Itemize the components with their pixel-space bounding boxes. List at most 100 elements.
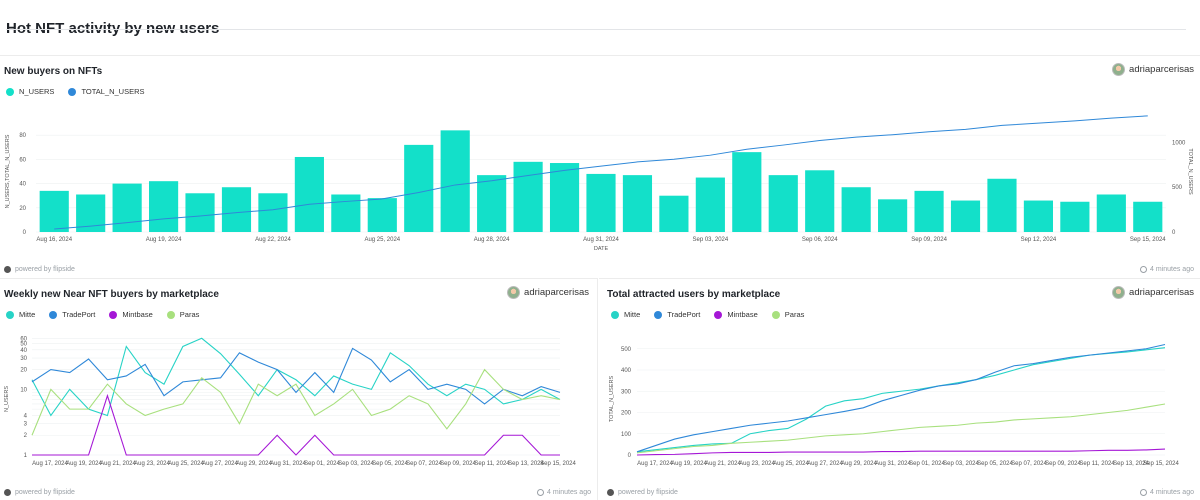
powered-by-text: powered by flipside — [15, 489, 75, 496]
y-tick-label: 60 — [20, 336, 27, 342]
bar-n-users — [331, 194, 361, 232]
legend-swatch — [771, 310, 780, 319]
x-tick-label: Sep 06, 2024 — [802, 237, 838, 243]
x-tick-label: Aug 27, 2024 — [202, 461, 238, 467]
y2-tick-label: 0 — [1172, 230, 1176, 236]
legend-label: Mitte — [19, 310, 36, 319]
y-tick-label: 1 — [24, 453, 28, 459]
bar-n-users — [149, 181, 179, 232]
refresh-status[interactable]: 4 minutes ago — [1140, 266, 1194, 273]
y-tick-label: 20 — [20, 368, 27, 374]
legend-item-n-users[interactable]: N_USERS — [6, 87, 54, 96]
line-mitte — [31, 337, 561, 417]
legend-swatch — [6, 310, 14, 319]
x-tick-label: Aug 25, 2024 — [364, 237, 400, 243]
x-tick-label: Sep 05, 2024 — [977, 461, 1013, 467]
title-divider — [6, 29, 1186, 30]
refresh-status[interactable]: 4 minutes ago — [537, 489, 591, 496]
author-link[interactable]: adriaparcerisas — [1112, 63, 1194, 76]
legend-item-tradeport[interactable]: TradePort — [654, 310, 700, 319]
x-tick-label: Aug 17, 2024 — [637, 461, 673, 467]
legend-label: TradePort — [667, 310, 701, 319]
y-tick-label: 30 — [20, 356, 27, 362]
x-tick-label: Sep 01, 2024 — [909, 461, 945, 467]
refresh-status[interactable]: 4 minutes ago — [1140, 489, 1194, 496]
panel-title: Total attracted users by marketplace — [607, 289, 781, 300]
bar-n-users — [404, 144, 434, 232]
legend-item-paras[interactable]: Paras — [166, 310, 199, 319]
panel-total-attracted: Total attracted users by marketplace adr… — [599, 278, 1200, 500]
y-axis-label: N_USERS,TOTAL_N_USERS — [5, 134, 11, 208]
y-tick-label: 0 — [628, 453, 632, 459]
powered-by[interactable]: powered by flipside — [607, 489, 678, 496]
x-tick-label: Sep 15, 2024 — [540, 461, 576, 467]
legend-item-mintbase[interactable]: Mintbase — [109, 310, 153, 319]
x-tick-label: Aug 28, 2024 — [474, 237, 510, 243]
x-axis-label: DATE — [594, 246, 609, 252]
x-tick-label: Sep 13, 2024 — [508, 461, 544, 467]
legend-label: Mintbase — [727, 310, 758, 319]
chart-legend: Mitte TradePort Mintbase Paras — [611, 310, 804, 319]
bar-n-users — [185, 193, 215, 232]
x-tick-label: Aug 23, 2024 — [134, 461, 170, 467]
y-tick-label: 200 — [621, 411, 632, 417]
y2-axis-label: TOTAL_N_USERS — [1187, 148, 1193, 195]
legend-swatch — [166, 310, 175, 319]
powered-by[interactable]: powered by flipside — [4, 266, 75, 273]
panel-new-buyers: New buyers on NFTs adriaparcerisas N_USE… — [0, 55, 1200, 277]
x-tick-label: Aug 19, 2024 — [146, 237, 182, 243]
legend-swatch — [68, 87, 77, 96]
legend-item-paras[interactable]: Paras — [771, 310, 805, 319]
powered-by-text: powered by flipside — [15, 266, 75, 273]
x-tick-label: Sep 03, 2024 — [693, 237, 729, 243]
legend-item-mitte[interactable]: Mitte — [6, 310, 35, 319]
x-tick-label: Sep 03, 2024 — [338, 461, 374, 467]
y-tick-label: 3 — [24, 422, 28, 428]
x-tick-label: Sep 05, 2024 — [372, 461, 408, 467]
line-total-n-users — [54, 115, 1148, 230]
chart-legend: N_USERS TOTAL_N_USERS — [6, 87, 145, 96]
bar-n-users — [805, 170, 835, 232]
author-link[interactable]: adriaparcerisas — [1112, 286, 1194, 299]
bar-n-users — [294, 156, 324, 232]
x-tick-label: Aug 31, 2024 — [583, 237, 619, 243]
updated-ago: 4 minutes ago — [547, 489, 591, 496]
legend-item-total-n-users[interactable]: TOTAL_N_USERS — [68, 87, 145, 96]
powered-by[interactable]: powered by flipside — [4, 489, 75, 496]
x-tick-label: Sep 09, 2024 — [1045, 461, 1081, 467]
legend-item-tradeport[interactable]: TradePort — [49, 310, 95, 319]
bar-n-users — [586, 173, 616, 232]
updated-ago: 4 minutes ago — [1150, 489, 1194, 496]
bar-n-users — [221, 187, 252, 232]
bar-n-users — [695, 177, 725, 232]
author-name: adriaparcerisas — [1129, 287, 1194, 298]
legend-label: Mitte — [624, 310, 641, 319]
x-tick-label: Sep 01, 2024 — [304, 461, 340, 467]
panel-title: New buyers on NFTs — [4, 66, 103, 77]
y-axis-label: N_USERS — [4, 386, 10, 412]
legend-item-mitte[interactable]: Mitte — [611, 310, 640, 319]
x-tick-label: Aug 19, 2024 — [66, 461, 102, 467]
x-tick-label: Aug 22, 2024 — [255, 237, 291, 243]
legend-swatch — [49, 310, 58, 319]
bar-n-users — [440, 130, 470, 232]
x-tick-label: Sep 03, 2024 — [943, 461, 979, 467]
updated-ago: 4 minutes ago — [1150, 266, 1194, 273]
y-tick-label: 2 — [24, 433, 28, 439]
y-tick-label: 80 — [19, 133, 26, 139]
dashboard-header: Hot NFT activity by new users — [0, 0, 1200, 54]
legend-item-mintbase[interactable]: Mintbase — [714, 310, 758, 319]
panel-weekly-buyers: Weekly new Near NFT buyers by marketplac… — [0, 278, 598, 500]
y-tick-label: 400 — [621, 368, 632, 374]
author-link[interactable]: adriaparcerisas — [507, 286, 589, 299]
line-paras — [636, 403, 1166, 454]
line-mitte — [636, 347, 1166, 453]
legend-label: Paras — [784, 310, 805, 319]
flipside-logo-icon — [4, 266, 11, 273]
y-axis-label: TOTAL_N_USERS — [609, 376, 615, 423]
line-tradeport — [31, 347, 561, 405]
bar-n-users — [367, 198, 397, 232]
x-tick-label: Aug 29, 2024 — [841, 461, 877, 467]
line-tradeport — [636, 343, 1166, 453]
